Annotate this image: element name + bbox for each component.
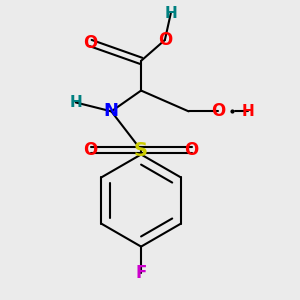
Text: N: N [104, 102, 119, 120]
Text: O: O [184, 141, 199, 159]
Text: F: F [135, 264, 147, 282]
Text: O: O [83, 34, 98, 52]
Text: O: O [211, 102, 226, 120]
Text: S: S [134, 140, 148, 160]
Text: O: O [83, 141, 98, 159]
Text: H: H [69, 95, 82, 110]
Text: H: H [164, 6, 177, 21]
Text: H: H [242, 104, 254, 119]
Text: O: O [158, 31, 172, 49]
